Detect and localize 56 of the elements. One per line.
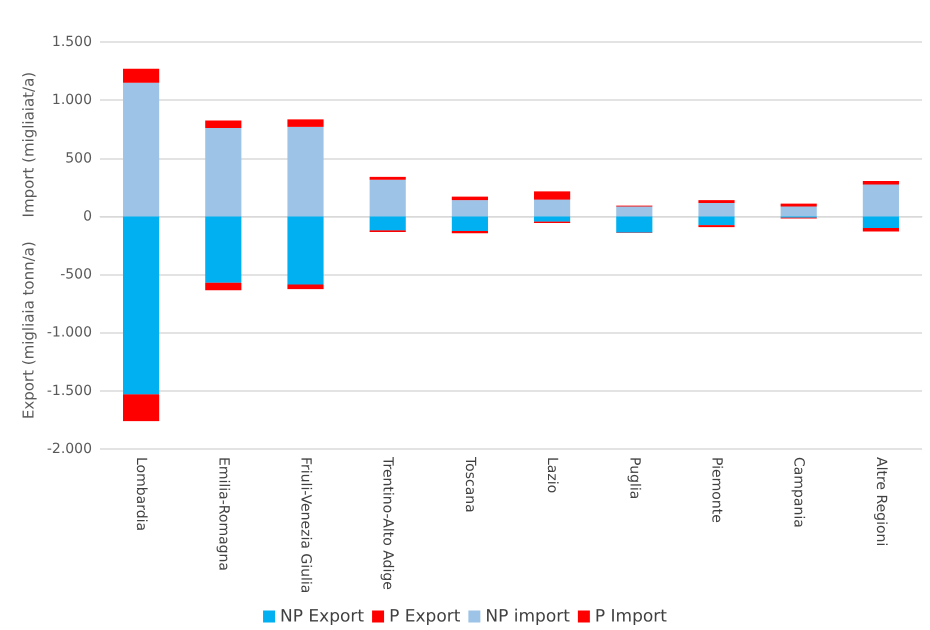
- x-tick-label: Piemonte: [708, 457, 724, 523]
- bar: [452, 196, 488, 200]
- bar: [534, 200, 570, 216]
- bar: [698, 200, 735, 204]
- bar: [287, 126, 324, 216]
- y-axis-title: Export (migliaia tonn/a) Import (migliaiat/a): [19, 72, 38, 420]
- bar: [862, 216, 899, 228]
- y-tick-label: -500: [60, 266, 92, 283]
- x-tick-label: Puglia: [626, 457, 642, 500]
- x-tick-label: Toscana: [462, 456, 478, 513]
- bar: [123, 216, 160, 394]
- x-tick-label: Altre Regioni: [872, 457, 889, 546]
- bar: [123, 68, 160, 83]
- bar: [123, 394, 160, 422]
- bar: [123, 82, 160, 216]
- bar: [287, 119, 324, 127]
- bar: [205, 128, 242, 216]
- bar: [780, 206, 817, 216]
- bar: [452, 200, 488, 216]
- legend-label: P Export: [389, 606, 461, 626]
- bar: [616, 216, 652, 232]
- bar: [287, 216, 324, 284]
- y-tick-label: -2.000: [46, 441, 92, 457]
- y-tick-label: 0: [83, 208, 92, 224]
- bar: [698, 203, 735, 216]
- legend-label: NP import: [485, 606, 570, 626]
- bar: [205, 282, 242, 290]
- bar: [534, 191, 570, 200]
- x-tick-label: Friuli-Venezia Giulia: [298, 457, 314, 594]
- x-tick-label: Lazio: [544, 457, 560, 494]
- bar: [862, 228, 899, 232]
- y-tick-label: 1.000: [52, 92, 92, 108]
- x-tick-label: Emilia-Romagna: [215, 457, 232, 572]
- bar: [862, 184, 899, 216]
- legend-label: P Import: [594, 606, 668, 626]
- legend-label: NP Export: [280, 606, 364, 626]
- bar: [780, 204, 817, 207]
- bar: [205, 216, 242, 283]
- bar: [616, 206, 652, 216]
- y-tick-label: 500: [65, 150, 92, 166]
- bar: [370, 176, 406, 180]
- x-tick-label: Campania: [790, 457, 807, 528]
- y-tick-label: -1.500: [46, 382, 92, 399]
- bar: [862, 180, 899, 184]
- x-tick-label: Trentino-Alto Adige: [380, 456, 396, 590]
- bar: [370, 180, 406, 216]
- bar: [370, 216, 406, 230]
- bar: [205, 120, 242, 128]
- y-tick-label: 1.500: [52, 34, 92, 50]
- x-tick-label: Lombardia: [133, 457, 150, 532]
- bar: [698, 216, 735, 226]
- bar: [452, 230, 488, 234]
- bar: [534, 216, 570, 222]
- bar: [287, 284, 324, 290]
- bar: [452, 216, 488, 231]
- y-tick-label: -1.000: [46, 324, 92, 341]
